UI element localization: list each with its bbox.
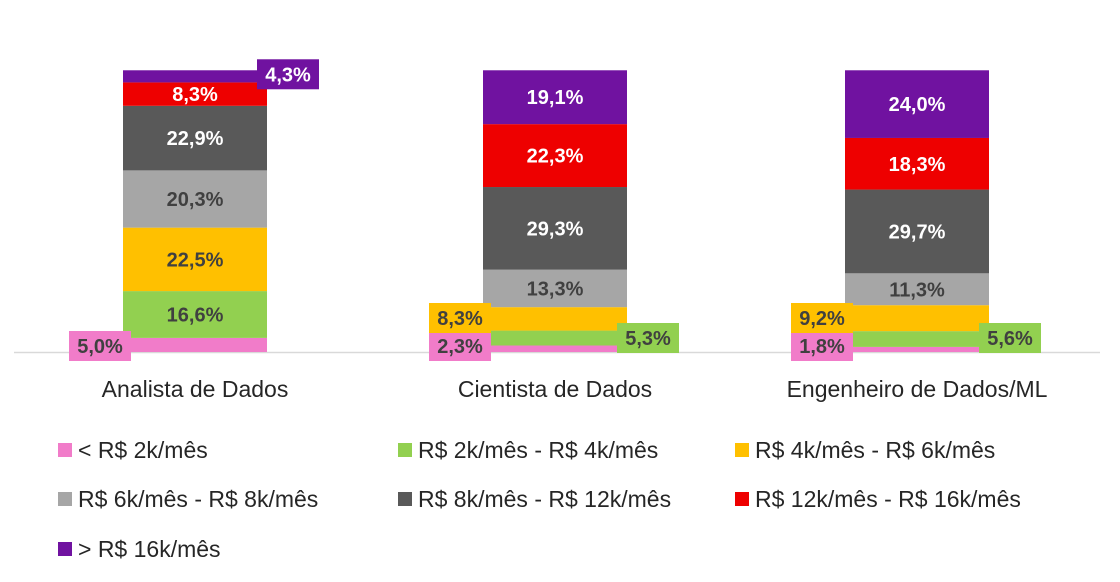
bar-segment xyxy=(483,187,627,270)
bar-segment xyxy=(845,346,989,352)
data-label-box xyxy=(429,331,491,361)
bar-segment xyxy=(845,137,989,190)
data-label: 24,0% xyxy=(889,94,946,116)
data-label-box xyxy=(69,331,131,361)
bar-segment xyxy=(845,189,989,274)
data-label-box xyxy=(791,303,853,333)
data-label: 29,7% xyxy=(889,221,946,243)
bar-segment xyxy=(483,124,627,188)
data-label-box xyxy=(979,323,1041,353)
data-label-box xyxy=(257,59,319,90)
bar-segment xyxy=(483,307,627,331)
data-label: 8,3% xyxy=(437,308,483,330)
data-label: 8,3% xyxy=(172,84,218,106)
category-label: Engenheiro de Dados/ML xyxy=(787,376,1048,402)
bar-segment xyxy=(123,170,267,228)
bar-segment xyxy=(123,70,267,83)
bar-segment xyxy=(123,105,267,171)
data-label: 22,9% xyxy=(167,128,224,150)
bar-segment xyxy=(123,291,267,338)
bar-segment xyxy=(845,70,989,138)
data-label: 19,1% xyxy=(527,87,584,109)
data-label: 20,3% xyxy=(167,189,224,211)
bar-segment xyxy=(123,337,267,352)
bar-segment xyxy=(123,227,267,292)
data-label: 16,6% xyxy=(167,304,224,326)
data-label: 4,3% xyxy=(265,64,311,86)
data-label: 22,5% xyxy=(167,249,224,271)
data-label: 5,6% xyxy=(987,328,1033,350)
category-label: Analista de Dados xyxy=(102,376,289,402)
data-label: 5,0% xyxy=(77,336,123,358)
data-label-box xyxy=(429,303,491,333)
data-label: 11,3% xyxy=(889,279,945,301)
bar-segment xyxy=(483,330,627,346)
data-label: 22,3% xyxy=(527,146,584,168)
data-label: 2,3% xyxy=(437,336,483,358)
bar-segment xyxy=(845,273,989,306)
category-label: Cientista de Dados xyxy=(458,376,652,402)
data-label: 5,3% xyxy=(625,328,671,350)
data-label-box xyxy=(791,331,853,361)
bar-segment xyxy=(845,331,989,347)
bar-segment xyxy=(123,82,267,106)
bar-segment xyxy=(483,345,627,352)
data-label: 13,3% xyxy=(527,278,584,300)
data-label: 9,2% xyxy=(799,308,845,330)
bar-segment xyxy=(845,305,989,332)
data-label: 29,3% xyxy=(527,218,584,240)
bar-segment xyxy=(483,269,627,308)
bar-segment xyxy=(483,70,627,125)
data-label-box xyxy=(617,323,679,353)
data-label: 1,8% xyxy=(799,336,845,358)
data-label: 18,3% xyxy=(889,154,946,176)
